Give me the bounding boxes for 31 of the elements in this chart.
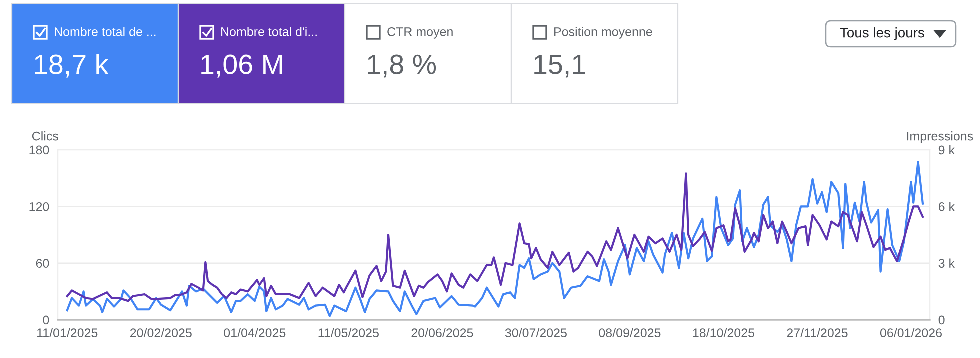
y2-tick-label: 6 k <box>938 202 956 212</box>
line-series <box>66 161 924 318</box>
y2-tick-label: 3 k <box>938 258 956 268</box>
y-tick-label: 0 <box>43 316 50 325</box>
x-tick-label: 11/01/2025 <box>38 328 98 338</box>
text: 1,8 % <box>368 54 436 78</box>
x-tick-label: 11/05/2025 <box>318 328 379 338</box>
text: Position moyenne <box>554 27 652 39</box>
x-tick-label: 20/06/2025 <box>412 328 474 338</box>
y-tick-label: 60 <box>36 259 50 268</box>
x-tick-label: 08/09/2025 <box>599 328 661 338</box>
y2-axis-title: Impressions <box>907 132 974 144</box>
line-series <box>66 172 924 302</box>
x-tick-label: 20/02/2025 <box>130 328 192 338</box>
y-axis-title: Clics <box>32 132 58 141</box>
text: 15,1 <box>534 55 586 78</box>
text: 18,7 k <box>35 54 109 78</box>
y2-tick-label: 9 k <box>938 145 956 155</box>
text: Nombre total d'i... <box>222 27 317 36</box>
x-tick-label: 06/01/2026 <box>880 328 942 338</box>
text: 1,06 M <box>202 54 282 78</box>
y2-tick-label: 0 <box>938 316 945 325</box>
text: Nombre total de ... <box>55 27 156 36</box>
x-tick-label: 30/07/2025 <box>505 328 567 338</box>
text: Tous les jours <box>840 28 924 40</box>
x-tick-label: 01/04/2025 <box>224 328 286 338</box>
y-tick-label: 180 <box>30 146 50 155</box>
x-tick-label: 18/10/2025 <box>693 328 754 338</box>
text: CTR moyen <box>388 28 453 39</box>
x-tick-label: 27/11/2025 <box>787 328 848 338</box>
y-tick-label: 120 <box>30 202 50 212</box>
